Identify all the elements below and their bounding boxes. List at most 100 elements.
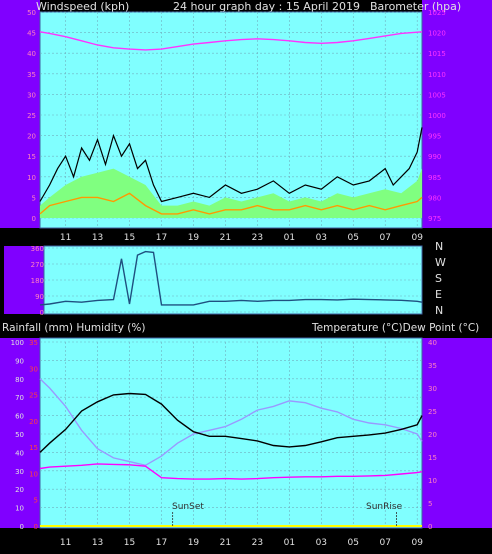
x-tick-label: 19 [188, 233, 200, 243]
wind-avg-area [40, 168, 422, 218]
y-tick-label: 100 [11, 339, 24, 347]
y2-tick-label: 15 [428, 454, 437, 462]
direction-label-w: W [435, 256, 446, 269]
y-tick-label: 40 [15, 449, 24, 457]
humidity-line [39, 378, 423, 467]
y-tick-label: 25 [27, 112, 36, 120]
temperature-plot-area [39, 337, 423, 529]
y-tick-label: 180 [31, 277, 44, 285]
rain-tick-label: 25 [29, 392, 38, 400]
y2-tick-label: 1025 [428, 9, 446, 17]
y2-tick-label: 1005 [428, 91, 446, 99]
y2-tick-label: 980 [428, 194, 441, 202]
y-tick-label: 50 [15, 431, 24, 439]
x-tick-label: 11 [60, 538, 71, 548]
y2-tick-label: 20 [428, 431, 437, 439]
y2-tick-label: 1000 [428, 112, 446, 120]
y2-tick-label: 975 [428, 215, 441, 223]
y2-tick-label: 1015 [428, 50, 446, 58]
barometer-axis-title: Barometer (hpa) [370, 0, 461, 13]
y-tick-label: 50 [27, 9, 36, 17]
temperature-axis-title: Temperature (°C)Dew Point (°C) [311, 322, 479, 334]
y-tick-label: 70 [15, 394, 24, 402]
x-tick-label: 01 [284, 233, 295, 243]
x-tick-label: 17 [156, 538, 167, 548]
y-tick-label: 360 [31, 245, 44, 253]
x-tick-label: 07 [380, 233, 391, 243]
humidity-axis-title: Rainfall (mm) Humidity (%) [2, 322, 145, 334]
y-tick-label: 45 [27, 30, 36, 38]
x-tick-label: 23 [252, 233, 263, 243]
y-tick-label: 35 [27, 71, 36, 79]
sunrise-label: SunRise [366, 502, 403, 512]
rain-tick-label: 35 [29, 339, 38, 347]
direction-label-n-bottom: N [435, 304, 443, 317]
x-tick-label: 03 [316, 538, 327, 548]
y2-tick-label: 1020 [428, 30, 446, 38]
wind-direction-line [39, 250, 423, 306]
direction-label-s: S [435, 272, 442, 285]
chart-title: 24 hour graph day : 15 April 2019 [173, 0, 360, 13]
rain-tick-label: 10 [29, 470, 38, 478]
dewpoint-line [39, 463, 423, 480]
x-tick-label: 11 [60, 233, 71, 243]
x-tick-label: 05 [348, 233, 359, 243]
x-tick-label: 15 [124, 233, 135, 243]
temperature-line [39, 392, 423, 453]
x-tick-label: 09 [411, 538, 423, 548]
y2-tick-label: 10 [428, 477, 437, 485]
pressure-line [39, 31, 423, 51]
rain-tick-label: 20 [29, 418, 38, 426]
y2-tick-label: 40 [428, 339, 437, 347]
direction-label-e: E [435, 288, 442, 301]
rain-tick-label: 15 [29, 444, 38, 452]
rain-tick-label: 30 [29, 365, 38, 373]
y-tick-label: 10 [27, 174, 36, 182]
y-tick-label: 60 [15, 413, 24, 421]
x-tick-label: 05 [348, 538, 359, 548]
x-tick-label: 19 [188, 538, 200, 548]
y2-tick-label: 30 [428, 385, 437, 393]
x-tick-label: 23 [252, 538, 263, 548]
y-tick-label: 20 [27, 133, 36, 141]
x-tick-label: 21 [220, 538, 231, 548]
y2-tick-label: 5 [428, 500, 432, 508]
x-tick-label: 09 [411, 233, 423, 243]
x-tick-label: 17 [156, 233, 167, 243]
y-tick-label: 0 [32, 215, 36, 223]
y-tick-label: 0 [20, 523, 24, 531]
x-tick-label: 15 [124, 538, 135, 548]
y-tick-label: 30 [27, 91, 36, 99]
y-tick-label: 80 [15, 376, 24, 384]
y-tick-label: 10 [15, 505, 24, 513]
rain-tick-label: 0 [34, 523, 38, 531]
y-tick-label: 15 [27, 153, 36, 161]
y2-tick-label: 35 [428, 362, 437, 370]
direction-label-n-top: N [435, 240, 443, 253]
y2-tick-label: 985 [428, 174, 441, 182]
y2-tick-label: 995 [428, 133, 441, 141]
y2-tick-label: 25 [428, 408, 437, 416]
y2-tick-label: 990 [428, 153, 441, 161]
sunset-label: SunSet [172, 502, 204, 512]
x-tick-label: 03 [316, 233, 327, 243]
y-tick-label: 0 [40, 309, 44, 317]
y-tick-label: 30 [15, 468, 24, 476]
x-tick-label: 13 [92, 538, 103, 548]
y2-tick-label: 1010 [428, 71, 446, 79]
y-tick-label: 40 [27, 50, 36, 58]
y-tick-label: 5 [32, 194, 36, 202]
wind-min-line [39, 192, 423, 215]
x-tick-label: 01 [284, 538, 295, 548]
y-tick-label: 270 [31, 261, 44, 269]
y2-tick-label: 0 [428, 523, 432, 531]
rain-tick-label: 5 [34, 497, 38, 505]
x-tick-label: 13 [92, 233, 103, 243]
x-tick-label: 07 [380, 538, 391, 548]
y-tick-label: 90 [35, 293, 44, 301]
wind-gust-line [39, 127, 423, 203]
y-tick-label: 20 [15, 486, 24, 494]
y-tick-label: 90 [15, 357, 24, 365]
